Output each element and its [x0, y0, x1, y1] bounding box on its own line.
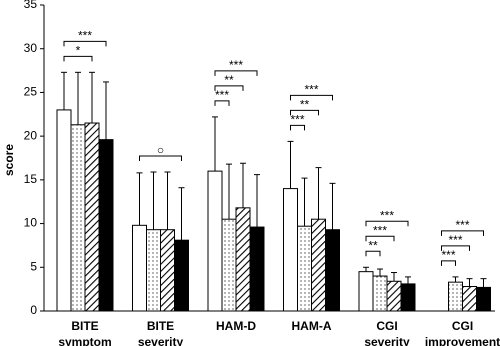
x-tick-label: CGI severity — [364, 319, 410, 346]
significance-label: *** — [380, 208, 394, 222]
bar — [400, 283, 416, 312]
y-tick-label: 0 — [30, 303, 37, 317]
y-tick-label: 25 — [24, 85, 38, 99]
significance-label: *** — [78, 28, 92, 42]
significance-bracket — [441, 245, 470, 251]
significance-label: *** — [215, 88, 229, 102]
bar — [311, 218, 326, 312]
significance-bracket — [214, 100, 230, 106]
bar — [160, 229, 175, 312]
y-axis-label: score — [2, 144, 16, 176]
significance-label: *** — [448, 233, 462, 247]
significance-bracket — [290, 94, 333, 101]
significance-label: *** — [304, 83, 318, 97]
bar — [297, 225, 312, 312]
bar — [84, 122, 100, 312]
bar — [358, 271, 374, 312]
x-tick-label: HAM-A — [291, 319, 332, 333]
significance-label: * — [76, 43, 81, 57]
bar — [325, 229, 340, 312]
bar — [70, 124, 86, 312]
y-tick-label: 10 — [24, 216, 38, 230]
significance-label: *** — [455, 218, 469, 232]
bar — [448, 281, 463, 312]
bar — [372, 275, 388, 312]
y-tick-label: 5 — [30, 259, 37, 273]
significance-bracket — [365, 220, 409, 227]
bar — [98, 139, 114, 312]
significance-label: ** — [368, 238, 378, 252]
significance-bracket — [365, 235, 395, 242]
significance-bracket — [441, 260, 456, 266]
significance-bracket — [63, 55, 93, 62]
significance-label: *** — [290, 113, 304, 127]
y-tick-label: 30 — [24, 41, 38, 55]
significance-label: *** — [373, 223, 387, 237]
bar — [56, 109, 72, 312]
significance-bracket — [214, 70, 258, 76]
significance-label: *** — [441, 248, 455, 262]
significance-bracket — [214, 85, 244, 91]
y-tick-label: 35 — [24, 0, 38, 11]
x-tick-label: CGI improvement — [424, 319, 500, 346]
bar — [174, 239, 189, 312]
significance-label: ** — [224, 73, 234, 87]
significance-label: ○ — [157, 143, 164, 157]
bar — [207, 170, 223, 312]
bar — [146, 229, 161, 312]
bar — [462, 286, 477, 312]
bar — [235, 207, 251, 312]
x-tick-label: HAM-D — [216, 319, 256, 333]
significance-bracket — [290, 124, 305, 131]
significance-bracket — [290, 109, 319, 116]
bar — [283, 188, 298, 312]
significance-label: ** — [300, 98, 310, 112]
bar — [249, 226, 265, 312]
x-tick-label: BITE severity — [137, 319, 184, 346]
significance-bracket — [365, 250, 381, 257]
y-tick-label: 15 — [24, 172, 38, 186]
x-tick-label: BITE symptom — [58, 319, 112, 346]
y-tick-label: 20 — [24, 128, 38, 142]
bar — [386, 280, 402, 312]
bar — [476, 286, 491, 312]
significance-bracket — [139, 155, 182, 161]
bar — [221, 218, 237, 312]
significance-bracket — [441, 230, 484, 236]
significance-bracket — [63, 40, 107, 47]
significance-label: *** — [229, 58, 243, 72]
bar — [132, 224, 147, 312]
